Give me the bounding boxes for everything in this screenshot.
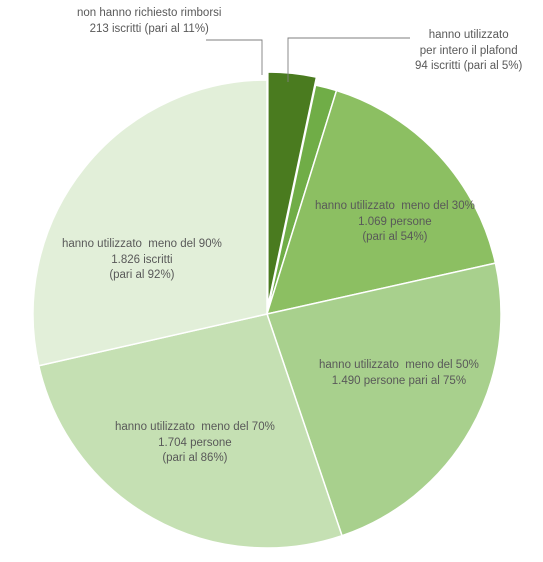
slice-label-s5: hanno utilizzato meno del 90%1.826 iscri… — [62, 237, 222, 284]
slice-label-s0: non hanno richiesto rimborsi213 iscritti… — [77, 6, 221, 37]
slice-label-s2: hanno utilizzato meno del 30%1.069 perso… — [315, 199, 475, 246]
slice-label-s1: hanno utilizzatoper intero il plafond94 … — [415, 28, 522, 75]
slice-label-s4: hanno utilizzato meno del 70%1.704 perso… — [115, 420, 275, 467]
leader-line — [206, 40, 262, 75]
slice-label-s3: hanno utilizzato meno del 50%1.490 perso… — [319, 358, 479, 389]
pie-chart: non hanno richiesto rimborsi213 iscritti… — [0, 0, 543, 562]
